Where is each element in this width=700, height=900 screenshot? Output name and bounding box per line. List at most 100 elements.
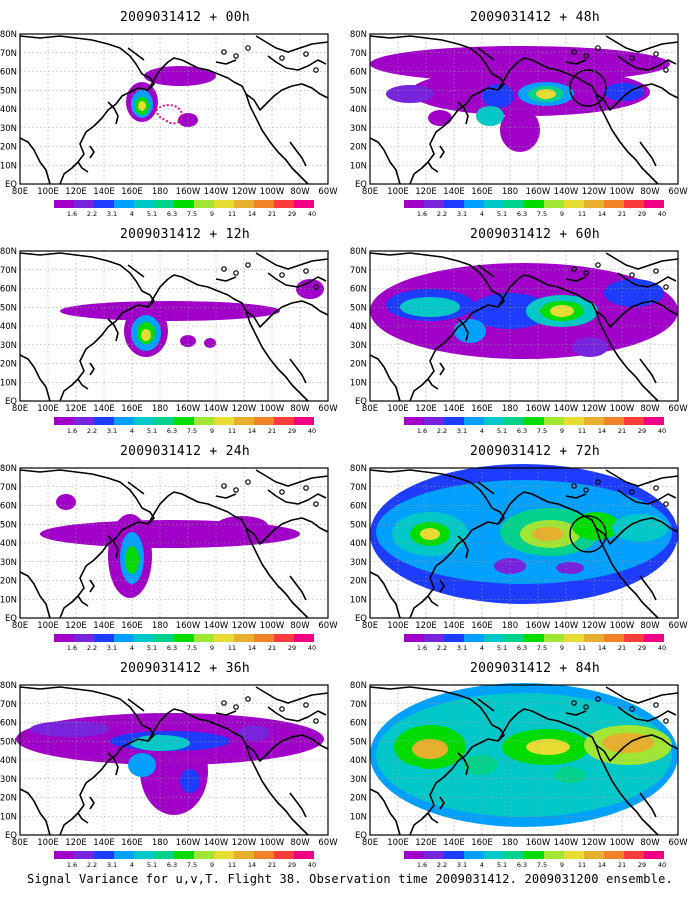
variance-contour: [238, 725, 270, 741]
colorbar-label: 29: [288, 210, 296, 218]
lon-label: 120E: [415, 187, 437, 197]
lon-label: 60W: [668, 621, 688, 631]
map-frame: [19, 250, 329, 402]
island-outline: [245, 262, 251, 268]
colorbar-swatch: [294, 417, 314, 425]
colorbar-label: 1.6: [67, 861, 77, 869]
lat-label: 30N: [0, 124, 17, 134]
lat-label: 20N: [0, 143, 17, 153]
coastline: [617, 706, 677, 722]
colorbar-swatch: [214, 417, 234, 425]
coastline: [605, 252, 679, 270]
colorbar-label: 9: [210, 427, 214, 435]
lat-label: 50N: [0, 303, 17, 313]
coastline: [605, 469, 679, 487]
lon-label: 140W: [204, 838, 229, 848]
colorbar-swatch: [564, 200, 584, 208]
colorbar-label: 3.1: [457, 644, 467, 652]
forecast-panel: 2009031412 + 84h 80N 70N 60N 50N 40N 30N 20N 10N…: [350, 661, 700, 871]
lon-label: 120W: [232, 621, 257, 631]
lon-label: 100E: [387, 838, 409, 848]
forecast-panel: 2009031412 + 00h 80N 70N 60N 50N 40N 30N 20N 10N…: [0, 10, 350, 220]
colorbar-label: 5.1: [147, 644, 157, 652]
island-outline: [221, 483, 227, 489]
island-outline: [313, 284, 319, 290]
lon-label: 100E: [37, 187, 59, 197]
colorbar-swatch: [404, 634, 424, 642]
coastline: [369, 35, 505, 185]
forecast-panel: 2009031412 + 24h 80N 70N 60N 50N 40N 30N 20N 10N…: [0, 444, 350, 654]
colorbar-swatch: [624, 200, 644, 208]
colorbar-label: 5.1: [497, 210, 507, 218]
colorbar-label: 2.2: [437, 861, 447, 869]
colorbar-label: 29: [288, 644, 296, 652]
lon-label: 80W: [290, 404, 310, 414]
lat-label: 60N: [0, 502, 17, 512]
lon-label: 160W: [176, 621, 201, 631]
variance-contour: [180, 769, 200, 793]
lon-label: 120W: [232, 404, 257, 414]
colorbar-label: 40: [308, 210, 316, 218]
lat-label: 50N: [350, 86, 367, 96]
variance-contour: [394, 765, 426, 785]
colorbar-label: 2.2: [87, 861, 97, 869]
colorbar-swatch: [644, 417, 664, 425]
island-outline: [629, 706, 635, 712]
colorbar-swatch: [544, 417, 564, 425]
coastline: [369, 354, 401, 402]
lon-label: 160W: [526, 404, 551, 414]
island-outline: [663, 718, 669, 724]
variance-contour: [204, 338, 216, 348]
colorbar-swatch: [74, 634, 94, 642]
colorbar-swatch: [94, 417, 114, 425]
colorbar-label: 2.2: [87, 644, 97, 652]
lat-label: 20N: [0, 794, 17, 804]
colorbar-swatch: [134, 634, 154, 642]
lat-label: EQ: [5, 397, 17, 407]
lat-label: 10N: [350, 161, 367, 171]
colorbar-swatch: [234, 851, 254, 859]
variance-contour: [180, 335, 196, 347]
colorbar-swatch: [504, 200, 524, 208]
colorbar-swatch: [524, 634, 544, 642]
map-frame: [19, 684, 329, 836]
coastline: [19, 469, 155, 619]
forecast-panel: 2009031412 + 60h 80N 70N 60N 50N 40N 30N 20N 10N…: [350, 227, 700, 437]
lon-label: 120W: [582, 838, 607, 848]
colorbar-swatch: [134, 200, 154, 208]
colorbar-swatch: [154, 417, 174, 425]
lat-label: 50N: [0, 86, 17, 96]
lon-label: 140W: [204, 621, 229, 631]
island-outline: [233, 487, 239, 493]
island-outline: [233, 704, 239, 710]
lat-label: 30N: [0, 341, 17, 351]
colorbar-label: 4: [130, 210, 134, 218]
island-outline: [221, 49, 227, 55]
lat-label: 60N: [350, 285, 367, 295]
coastline: [369, 686, 505, 836]
island-outline: [313, 67, 319, 73]
colorbar-label: 6.3: [517, 644, 527, 652]
colorbar-label: 40: [658, 644, 666, 652]
island-outline: [245, 45, 251, 51]
lon-label: 140E: [93, 838, 115, 848]
island-outline: [233, 270, 239, 276]
lat-label: 40N: [0, 756, 17, 766]
colorbar-swatch: [544, 851, 564, 859]
lon-label: 160E: [121, 838, 143, 848]
lat-label: 30N: [0, 775, 17, 785]
panel-title: 2009031412 + 12h: [119, 227, 251, 242]
lat-label: 70N: [350, 700, 367, 710]
colorbar-label: 14: [598, 644, 606, 652]
variance-contour: [476, 106, 504, 126]
lat-label: 30N: [350, 558, 367, 568]
coastline: [255, 252, 329, 270]
coastline: [267, 489, 327, 505]
coastline: [19, 35, 155, 185]
coastline: [19, 788, 51, 836]
colorbar-label: 14: [598, 427, 606, 435]
colorbar-swatch: [404, 200, 424, 208]
colorbar-swatch: [424, 851, 444, 859]
